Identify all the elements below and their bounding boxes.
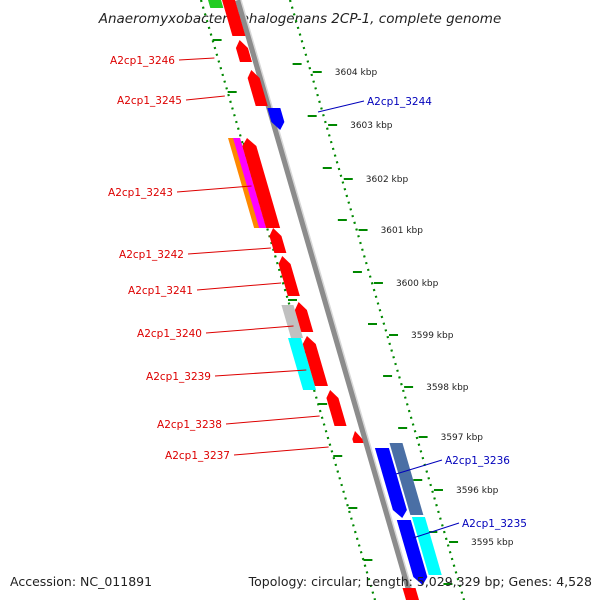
kbp-label: 3604 kbp [335, 68, 378, 78]
gene-label: A2cp1_3238 [157, 419, 222, 431]
gene-labels: A2cp1_3246 A2cp1_3245 A2cp1_3243 A2cp1_3242… [108, 55, 527, 539]
leader-line [412, 522, 460, 539]
map-title: Anaeromyxobacter dehalogenans 2CP-1, com… [98, 11, 502, 27]
gene-a2cp1-3244 [267, 108, 285, 130]
gene-a2cp1-3240 [294, 302, 314, 332]
gene-label: A2cp1_3245 [117, 95, 182, 107]
gene-a2cp1-3236-steel [389, 443, 424, 515]
gene-label: A2cp1_3244 [367, 96, 432, 108]
kbp-labels: 3604 kbp 3603 kbp 3602 kbp 3601 kbp 3600 kbp… [312, 68, 514, 548]
gene-a2cp1-3241 [278, 256, 300, 296]
gene-label: A2cp1_3242 [119, 249, 184, 261]
kbp-label: 3600 kbp [396, 279, 439, 289]
backbone [235, 0, 416, 601]
leader-line [317, 100, 365, 113]
gene-a2cp1-3235-cyan [411, 517, 442, 575]
gene-label: A2cp1_3236 [445, 455, 510, 467]
leader-line [185, 95, 225, 101]
kbp-label: 3598 kbp [426, 383, 469, 393]
kbp-label: 3596 kbp [456, 486, 499, 496]
gene-a2cp1-3237 [352, 431, 364, 443]
backbone-highlight [240, 0, 416, 601]
topology-text: Topology: circular; Length: 5,029,329 bp… [248, 574, 592, 589]
kbp-label: 3601 kbp [381, 226, 424, 236]
leader-line [205, 325, 294, 334]
gene-a2cp1-3246 [235, 40, 252, 62]
gene-a2cp1-3239 [302, 336, 328, 386]
leader-line [187, 247, 271, 255]
gene-green-top [208, 0, 224, 8]
gene-label: A2cp1_3239 [146, 371, 211, 383]
gene-a2cp1-3243-magenta [233, 138, 267, 228]
gene-label: A2cp1_3243 [108, 187, 173, 199]
gene-a2cp1-3236 [374, 448, 407, 518]
leader-line [178, 57, 215, 61]
gene-a2cp1-3242 [269, 228, 287, 253]
kbp-label: 3599 kbp [411, 331, 454, 341]
kbp-label: 3595 kbp [471, 538, 514, 548]
kbp-label: 3602 kbp [366, 175, 409, 185]
leader-line [196, 282, 282, 291]
gene-a2cp1-3240-gray [281, 305, 304, 338]
gene-label: A2cp1_3246 [110, 55, 175, 67]
tick-marks [199, 0, 466, 601]
kbp-label: 3597 kbp [441, 433, 484, 443]
gene-a2cp1-3246-top [222, 0, 246, 36]
leader-line [233, 446, 329, 456]
kbp-label: 3603 kbp [350, 121, 393, 131]
gene-a2cp1-3235 [396, 520, 428, 585]
leader-line [395, 459, 443, 475]
gene-features [208, 0, 442, 600]
tick-line-right [288, 0, 466, 601]
backbone-line [235, 0, 415, 601]
gene-label: A2cp1_3237 [165, 450, 230, 462]
gene-a2cp1-3239-cyan [288, 338, 317, 390]
gene-label: A2cp1_3240 [137, 328, 202, 340]
leader-line [176, 185, 252, 193]
leader-line [225, 415, 320, 425]
accession-text: Accession: NC_011891 [10, 574, 152, 589]
gene-label: A2cp1_3241 [128, 285, 193, 297]
gene-a2cp1-3245 [247, 70, 268, 106]
gene-a2cp1-3243 [242, 138, 281, 228]
leader-line [214, 369, 307, 377]
gene-red-bottom [402, 588, 419, 600]
gene-label: A2cp1_3235 [462, 518, 527, 530]
gene-a2cp1-3238 [326, 390, 347, 426]
